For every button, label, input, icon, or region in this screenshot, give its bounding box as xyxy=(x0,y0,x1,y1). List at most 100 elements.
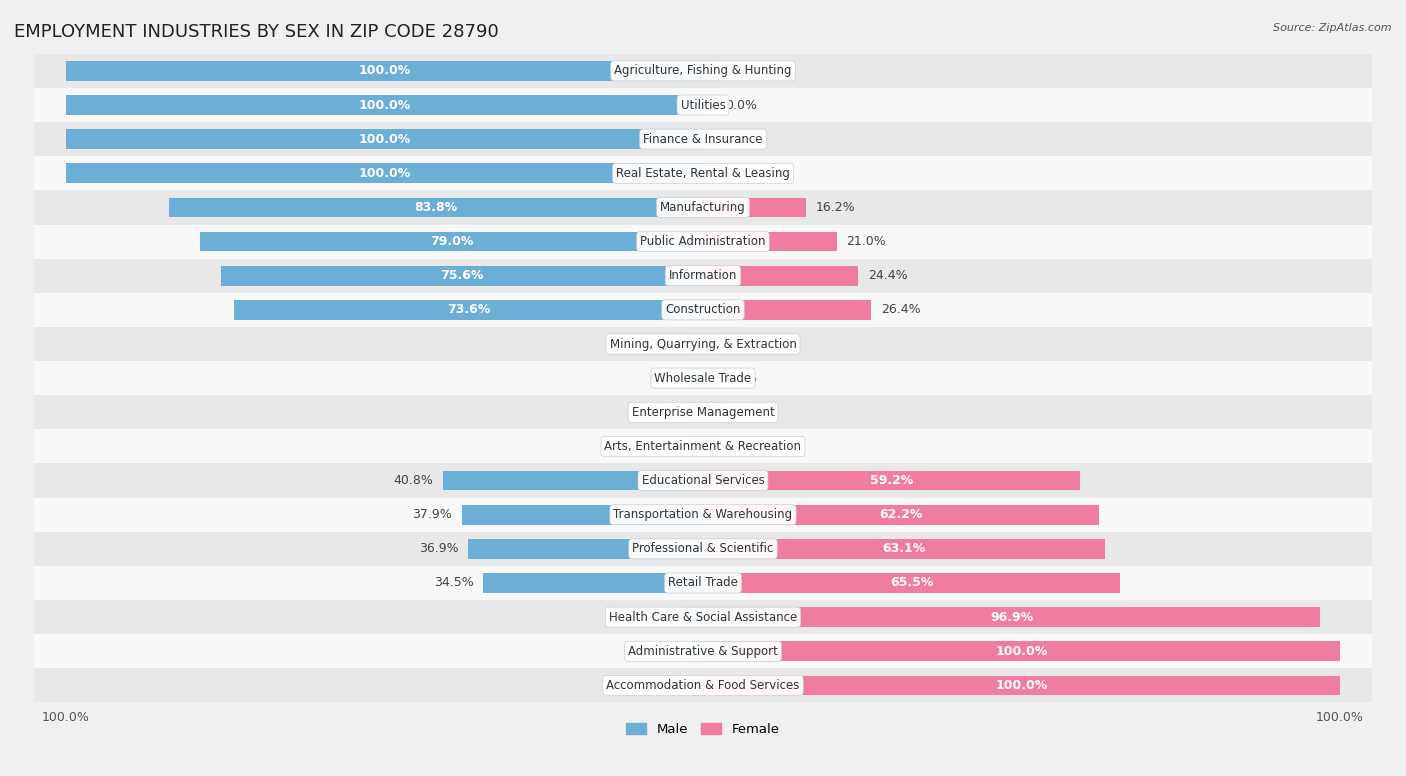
Bar xyxy=(169,198,703,217)
Text: EMPLOYMENT INDUSTRIES BY SEX IN ZIP CODE 28790: EMPLOYMENT INDUSTRIES BY SEX IN ZIP CODE… xyxy=(14,23,499,41)
Bar xyxy=(34,600,1372,634)
Bar xyxy=(34,54,1372,88)
Text: Retail Trade: Retail Trade xyxy=(668,577,738,590)
Text: 0.0%: 0.0% xyxy=(648,372,681,385)
Text: 26.4%: 26.4% xyxy=(880,303,921,317)
Bar xyxy=(688,403,703,422)
Text: 83.8%: 83.8% xyxy=(415,201,457,214)
Bar xyxy=(221,266,703,286)
Text: Real Estate, Rental & Leasing: Real Estate, Rental & Leasing xyxy=(616,167,790,180)
Bar xyxy=(66,164,703,183)
Text: 40.8%: 40.8% xyxy=(394,474,433,487)
Bar xyxy=(34,327,1372,361)
Text: 0.0%: 0.0% xyxy=(725,372,758,385)
Text: 37.9%: 37.9% xyxy=(412,508,451,521)
Text: 3.1%: 3.1% xyxy=(643,611,673,624)
Text: Source: ZipAtlas.com: Source: ZipAtlas.com xyxy=(1274,23,1392,33)
Text: 0.0%: 0.0% xyxy=(725,406,758,419)
Bar xyxy=(34,190,1372,224)
Bar xyxy=(688,334,703,354)
Bar xyxy=(703,676,1340,695)
Bar xyxy=(703,334,718,354)
Text: 100.0%: 100.0% xyxy=(995,679,1047,692)
Text: 0.0%: 0.0% xyxy=(648,440,681,453)
Bar xyxy=(703,539,1105,559)
Text: 0.0%: 0.0% xyxy=(648,406,681,419)
Text: Information: Information xyxy=(669,269,737,282)
Bar xyxy=(34,532,1372,566)
Bar xyxy=(703,198,806,217)
Text: 16.2%: 16.2% xyxy=(815,201,855,214)
Text: Utilities: Utilities xyxy=(681,99,725,112)
Bar xyxy=(34,156,1372,190)
Text: 0.0%: 0.0% xyxy=(725,99,758,112)
Bar xyxy=(34,258,1372,293)
Bar xyxy=(235,300,703,320)
Text: Public Administration: Public Administration xyxy=(640,235,766,248)
Text: Enterprise Management: Enterprise Management xyxy=(631,406,775,419)
Bar xyxy=(703,471,1080,490)
Text: Health Care & Social Assistance: Health Care & Social Assistance xyxy=(609,611,797,624)
Bar xyxy=(34,429,1372,463)
Bar xyxy=(703,608,1320,627)
Bar xyxy=(703,300,872,320)
Bar xyxy=(703,369,718,388)
Text: 0.0%: 0.0% xyxy=(648,645,681,658)
Bar xyxy=(34,634,1372,668)
Bar xyxy=(703,164,718,183)
Text: 24.4%: 24.4% xyxy=(868,269,908,282)
Bar xyxy=(66,95,703,115)
Text: 75.6%: 75.6% xyxy=(440,269,484,282)
Text: Agriculture, Fishing & Hunting: Agriculture, Fishing & Hunting xyxy=(614,64,792,78)
Bar xyxy=(703,642,1340,661)
Text: Construction: Construction xyxy=(665,303,741,317)
Bar xyxy=(703,403,718,422)
Bar xyxy=(484,573,703,593)
Bar xyxy=(688,437,703,456)
Bar xyxy=(34,395,1372,429)
Text: 0.0%: 0.0% xyxy=(725,64,758,78)
Text: 21.0%: 21.0% xyxy=(846,235,886,248)
Text: 34.5%: 34.5% xyxy=(434,577,474,590)
Text: Professional & Scientific: Professional & Scientific xyxy=(633,542,773,556)
Text: Finance & Insurance: Finance & Insurance xyxy=(644,133,762,146)
Text: Arts, Entertainment & Recreation: Arts, Entertainment & Recreation xyxy=(605,440,801,453)
Bar xyxy=(688,642,703,661)
Text: Wholesale Trade: Wholesale Trade xyxy=(654,372,752,385)
Text: Educational Services: Educational Services xyxy=(641,474,765,487)
Bar xyxy=(34,566,1372,600)
Text: 0.0%: 0.0% xyxy=(648,338,681,351)
Bar xyxy=(703,266,859,286)
Text: 0.0%: 0.0% xyxy=(725,167,758,180)
Bar xyxy=(703,130,718,149)
Bar xyxy=(703,573,1121,593)
Bar xyxy=(66,130,703,149)
Text: Administrative & Support: Administrative & Support xyxy=(628,645,778,658)
Bar xyxy=(461,505,703,525)
Bar xyxy=(688,369,703,388)
Bar xyxy=(703,61,718,81)
Bar xyxy=(34,122,1372,156)
Bar xyxy=(34,293,1372,327)
Bar xyxy=(703,437,718,456)
Bar xyxy=(34,497,1372,532)
Text: Transportation & Warehousing: Transportation & Warehousing xyxy=(613,508,793,521)
Text: 100.0%: 100.0% xyxy=(359,99,411,112)
Text: 100.0%: 100.0% xyxy=(995,645,1047,658)
Text: 62.2%: 62.2% xyxy=(879,508,922,521)
Text: Manufacturing: Manufacturing xyxy=(661,201,745,214)
Text: 100.0%: 100.0% xyxy=(359,64,411,78)
Text: 73.6%: 73.6% xyxy=(447,303,491,317)
Bar xyxy=(34,224,1372,258)
Bar xyxy=(443,471,703,490)
Text: 65.5%: 65.5% xyxy=(890,577,934,590)
Bar xyxy=(34,88,1372,122)
Text: 96.9%: 96.9% xyxy=(990,611,1033,624)
Bar xyxy=(683,608,703,627)
Bar xyxy=(34,668,1372,702)
Text: 100.0%: 100.0% xyxy=(359,167,411,180)
Text: 0.0%: 0.0% xyxy=(725,440,758,453)
Bar xyxy=(468,539,703,559)
Text: Accommodation & Food Services: Accommodation & Food Services xyxy=(606,679,800,692)
Text: Mining, Quarrying, & Extraction: Mining, Quarrying, & Extraction xyxy=(610,338,796,351)
